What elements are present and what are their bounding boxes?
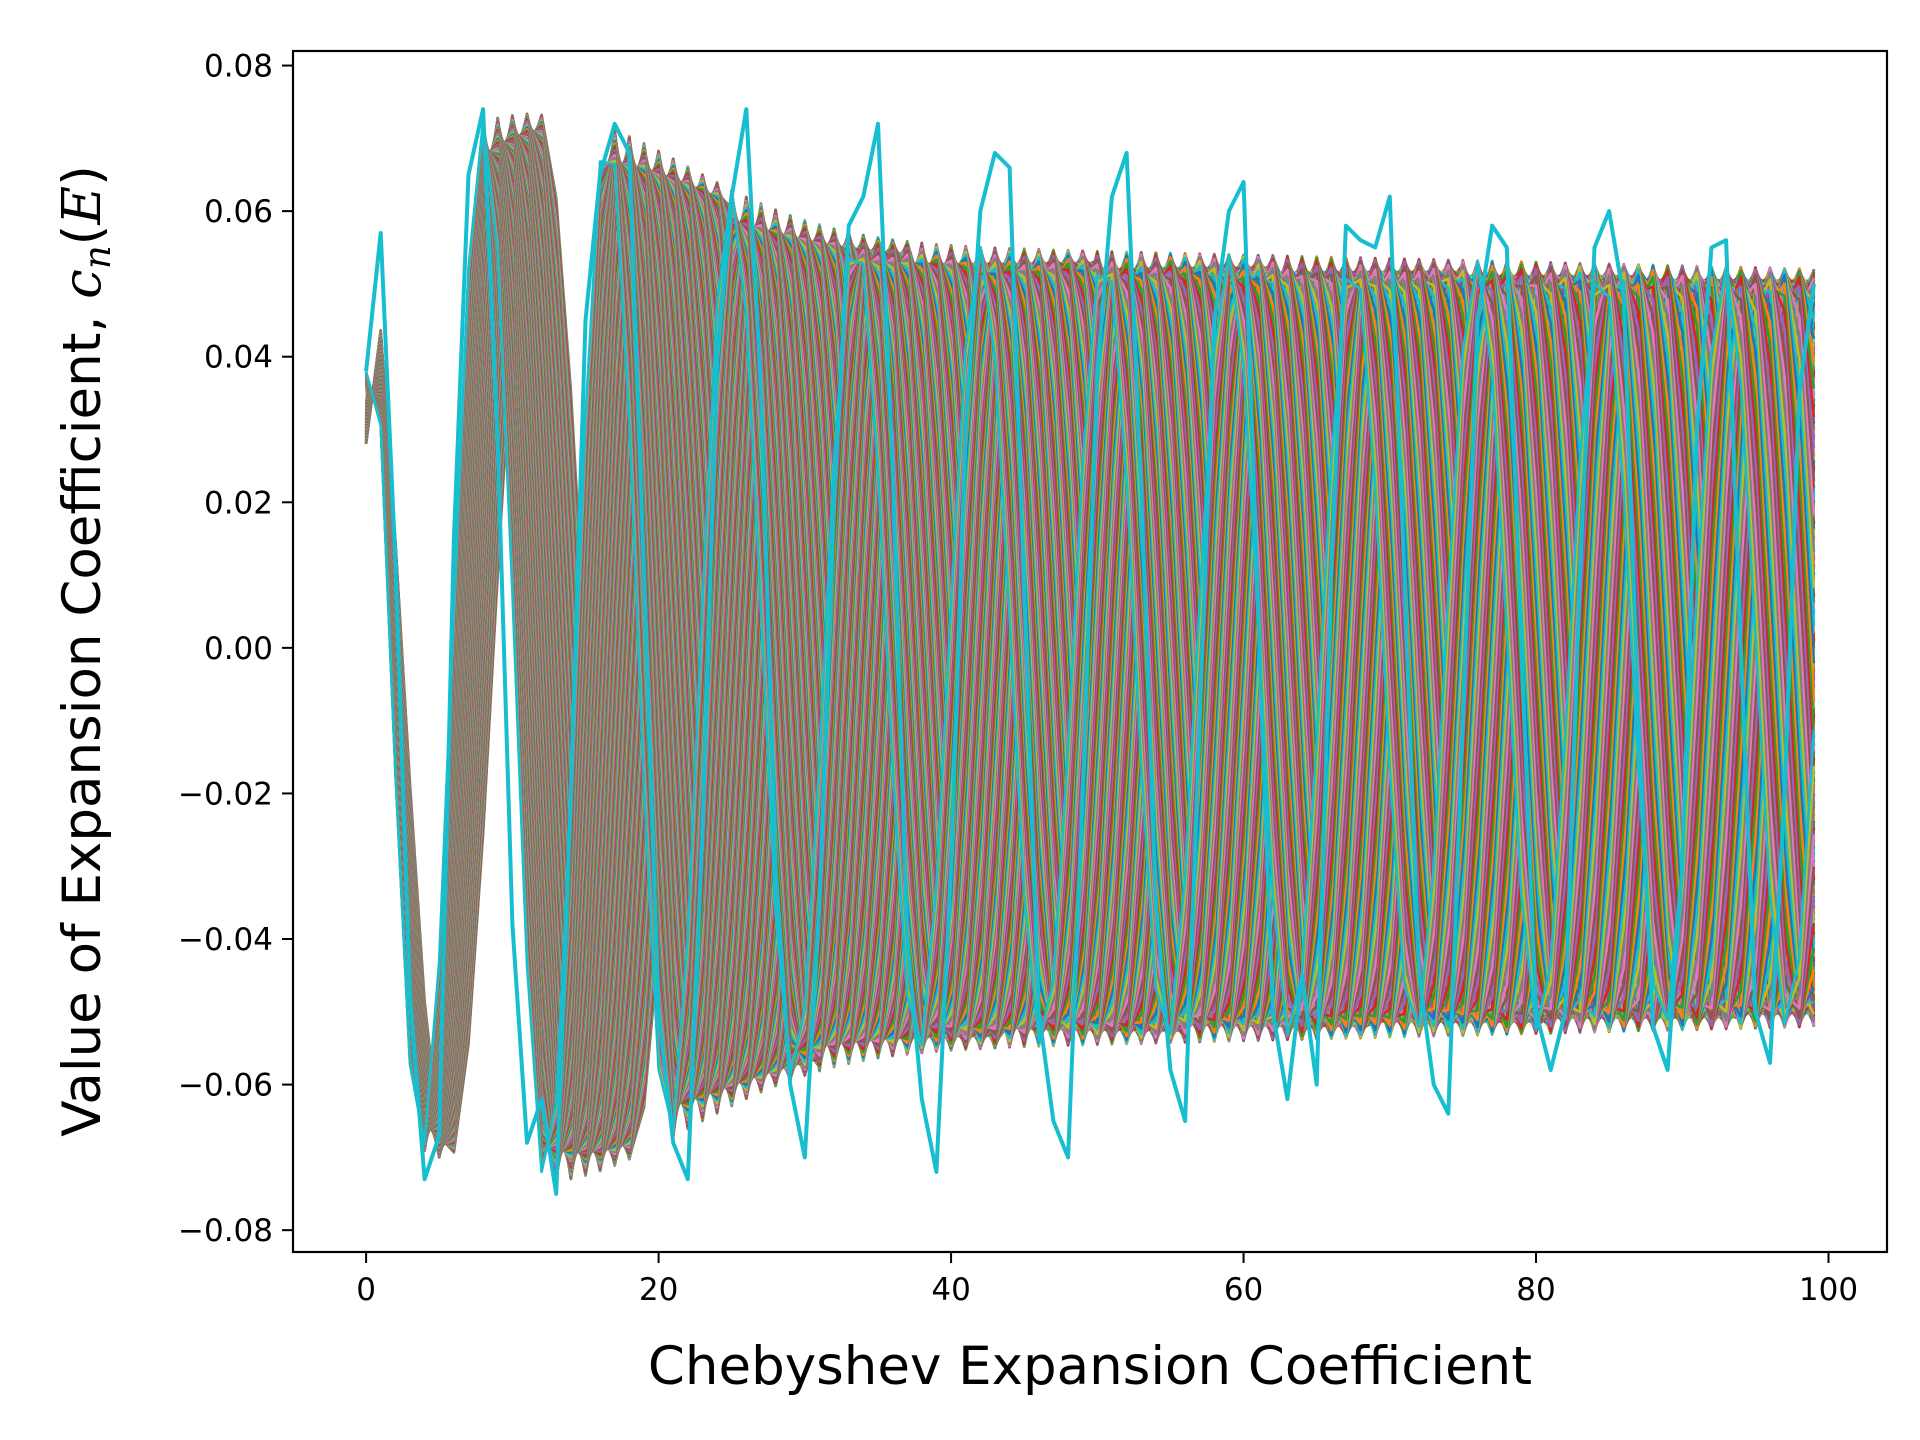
- y-axis-label-close: ): [52, 165, 113, 186]
- plot-frame: [291, 49, 1889, 1254]
- y-axis-label-symbol: c: [52, 269, 113, 299]
- x-tick-label: 20: [639, 1272, 678, 1308]
- y-tick-label: −0.08: [178, 1213, 273, 1249]
- y-tick-label: −0.06: [178, 1068, 273, 1104]
- x-tick-label: 80: [1516, 1272, 1555, 1308]
- series-line: [364, 120, 1816, 1174]
- x-axis: 0 20 40 60 80 100: [356, 1252, 1858, 1308]
- y-axis-label: Value of Expansion Coefficient, cn(E): [52, 165, 119, 1137]
- y-tick-label: 0.00: [204, 631, 273, 667]
- y-tick-label: 0.02: [204, 485, 273, 521]
- y-axis-label-prefix: Value of Expansion Coefficient,: [52, 299, 113, 1137]
- x-tick-label: 100: [1799, 1272, 1858, 1308]
- y-tick-label: 0.04: [204, 340, 273, 376]
- x-tick-label: 0: [356, 1272, 376, 1308]
- series-layer: [364, 112, 1816, 1183]
- x-axis-label: Chebyshev Expansion Coefficient: [648, 1336, 1532, 1397]
- y-tick-label: −0.04: [178, 922, 273, 958]
- y-tick-label: 0.06: [204, 194, 273, 230]
- y-tick-label: −0.02: [178, 776, 273, 812]
- highlight-series-line: [364, 107, 1816, 1196]
- x-tick-label: 40: [931, 1272, 970, 1308]
- x-tick-label: 60: [1224, 1272, 1263, 1308]
- highlight-series-layer: [364, 107, 1816, 1196]
- y-axis: −0.08 −0.06 −0.04 −0.02 0.00 0.02 0.04 0.06 0.08: [178, 49, 293, 1249]
- y-axis-label-subscript: n: [76, 245, 119, 269]
- y-tick-label: 0.08: [204, 49, 273, 85]
- y-axis-label-arg: E: [52, 186, 113, 226]
- y-axis-label-open: (: [52, 225, 113, 246]
